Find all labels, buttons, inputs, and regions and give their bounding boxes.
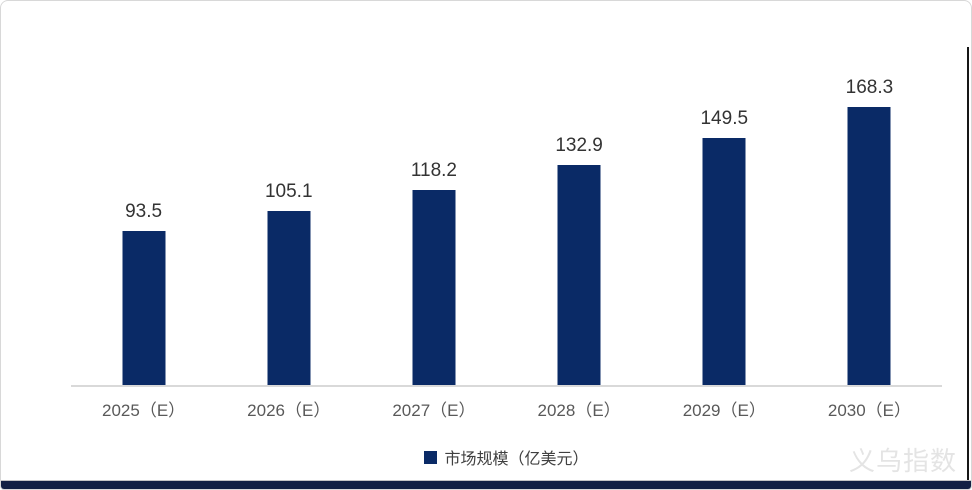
- x-axis-label: 2025（E）: [102, 401, 186, 420]
- x-axis-label: 2030（E）: [827, 401, 912, 420]
- bar-column: 132.9: [507, 1, 652, 385]
- window-bottom-edge-bar: [1, 480, 971, 489]
- bar: [412, 190, 456, 385]
- x-axis-label: 2029（E）: [682, 401, 766, 420]
- bar-value-label: 132.9: [555, 135, 603, 156]
- bar: [702, 138, 746, 385]
- bar: [267, 211, 311, 385]
- x-axis-label: 2027（E）: [392, 401, 476, 420]
- legend: 市场规模（亿美元）: [71, 445, 942, 469]
- bar-value-label: 118.2: [410, 160, 457, 181]
- x-axis: 2025（E） 2026（E） 2027（E） 2028（E） 2029（E） 2030（…: [71, 385, 942, 421]
- bar-value-label: 105.1: [264, 181, 313, 202]
- bar-value-label: 149.5: [700, 108, 749, 129]
- plot-area: 93.5 105.1 118.2 132.9 149.5 168.3: [71, 1, 942, 385]
- bar: [847, 107, 891, 385]
- legend-label: 市场规模（亿美元）: [444, 451, 589, 468]
- bar-value-label: 168.3: [845, 77, 894, 98]
- bar-column: 149.5: [652, 1, 797, 385]
- x-axis-label: 2028（E）: [537, 401, 621, 420]
- bar-value-label: 93.5: [125, 201, 163, 222]
- legend-marker-icon: [424, 450, 438, 464]
- watermark-text: 义乌指数: [848, 446, 957, 476]
- bar: [557, 165, 601, 385]
- x-axis-label: 2026（E）: [247, 401, 331, 420]
- bar-column: 93.5: [71, 1, 216, 385]
- bar: [122, 231, 166, 385]
- window-right-edge-shadow: [967, 47, 969, 481]
- bar-column: 168.3: [797, 1, 942, 385]
- bar-column: 118.2: [361, 1, 506, 385]
- bar-column: 105.1: [216, 1, 361, 385]
